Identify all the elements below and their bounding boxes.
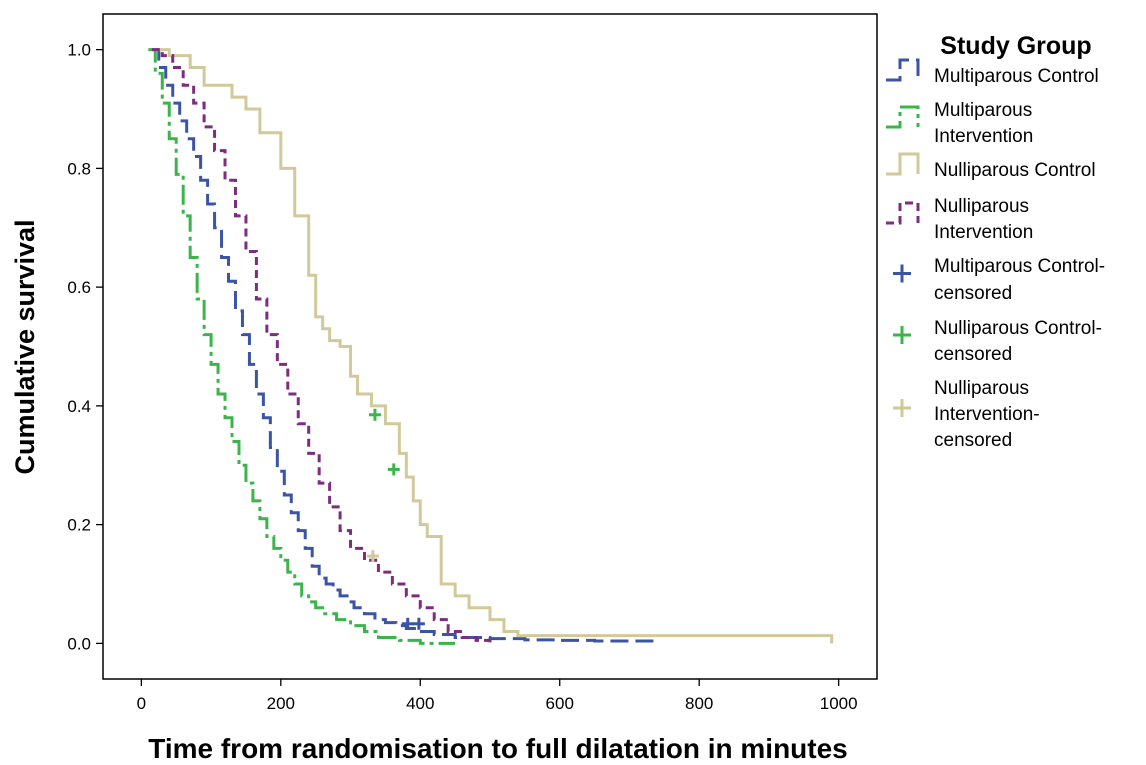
- series-line-multiparous-intervention: [148, 48, 456, 645]
- censored-marker: [366, 550, 379, 563]
- legend-label: Nulliparous Control: [934, 160, 1096, 181]
- legend-swatch: [886, 152, 920, 176]
- legend-marker: [893, 399, 911, 417]
- series-layer: [148, 48, 834, 645]
- y-axis-ticks: 0.0 0.2 0.4 0.6 0.8 1.0: [67, 41, 103, 653]
- legend-label: censored: [934, 283, 1012, 304]
- plot-area-frame: [102, 13, 878, 680]
- legend-swatch: [886, 201, 920, 225]
- legend-label: Intervention: [934, 222, 1033, 243]
- legend-label: Intervention: [934, 126, 1033, 147]
- legend-label: censored: [934, 430, 1012, 451]
- censored-marker: [412, 617, 425, 630]
- x-tick-label: 600: [546, 694, 574, 713]
- legend-label: Multiparous Control-: [934, 256, 1105, 277]
- x-tick-label: 1000: [820, 694, 858, 713]
- legend-title: Study Group: [940, 32, 1091, 60]
- x-axis-ticks: 0 200 400 600 800 1000: [137, 679, 858, 713]
- censored-marker: [401, 617, 414, 630]
- censored-markers: [366, 408, 425, 630]
- legend-label: censored: [934, 344, 1012, 365]
- series-line-nulliparous-intervention: [151, 48, 492, 644]
- x-tick-label: 0: [137, 694, 146, 713]
- x-tick-label: 200: [267, 694, 295, 713]
- x-tick-label: 400: [406, 694, 434, 713]
- y-tick-label: 1.0: [67, 41, 91, 60]
- legend-entries: Multiparous Control Multiparous Interventi…: [886, 58, 1105, 451]
- legend-entry: Multiparous Intervention: [886, 100, 1033, 147]
- legend-marker: [893, 326, 911, 344]
- censored-marker: [387, 463, 400, 476]
- series-line-nulliparous-control: [151, 48, 834, 644]
- legend-swatch: [886, 58, 920, 82]
- legend-marker: [893, 264, 911, 283]
- y-tick-label: 0.0: [67, 634, 91, 653]
- y-tick-label: 0.6: [67, 278, 91, 297]
- x-axis-title: Time from randomisation to full dilatati…: [148, 733, 848, 764]
- censored-marker: [368, 408, 381, 421]
- legend-label: Intervention-: [934, 404, 1040, 425]
- series-line-multiparous-control: [151, 48, 654, 643]
- legend-label: Nulliparous: [934, 378, 1029, 399]
- legend-label: Multiparous: [934, 100, 1032, 121]
- legend-entry: Multiparous Control: [886, 58, 1099, 87]
- legend-label: Nulliparous: [934, 196, 1029, 217]
- x-tick-label: 800: [685, 694, 713, 713]
- legend-label: Multiparous Control: [934, 66, 1099, 87]
- legend-entry: Multiparous Control-censored: [893, 256, 1105, 304]
- legend-entry: Nulliparous Intervention: [886, 196, 1033, 243]
- legend-entry: Nulliparous Control: [886, 152, 1096, 181]
- legend-swatch: [886, 105, 920, 129]
- legend-label: Nulliparous Control-: [934, 318, 1102, 339]
- y-axis-title: Cumulative survival: [10, 219, 40, 474]
- legend-entry: Nulliparous Control-censored: [893, 318, 1102, 365]
- y-tick-label: 0.4: [67, 397, 91, 416]
- y-tick-label: 0.8: [67, 159, 91, 178]
- legend: Study Group Multiparous ControlMultiparo…: [886, 32, 1105, 451]
- legend-entry: Nulliparous Intervention-censored: [893, 378, 1040, 451]
- y-tick-label: 0.2: [67, 516, 91, 535]
